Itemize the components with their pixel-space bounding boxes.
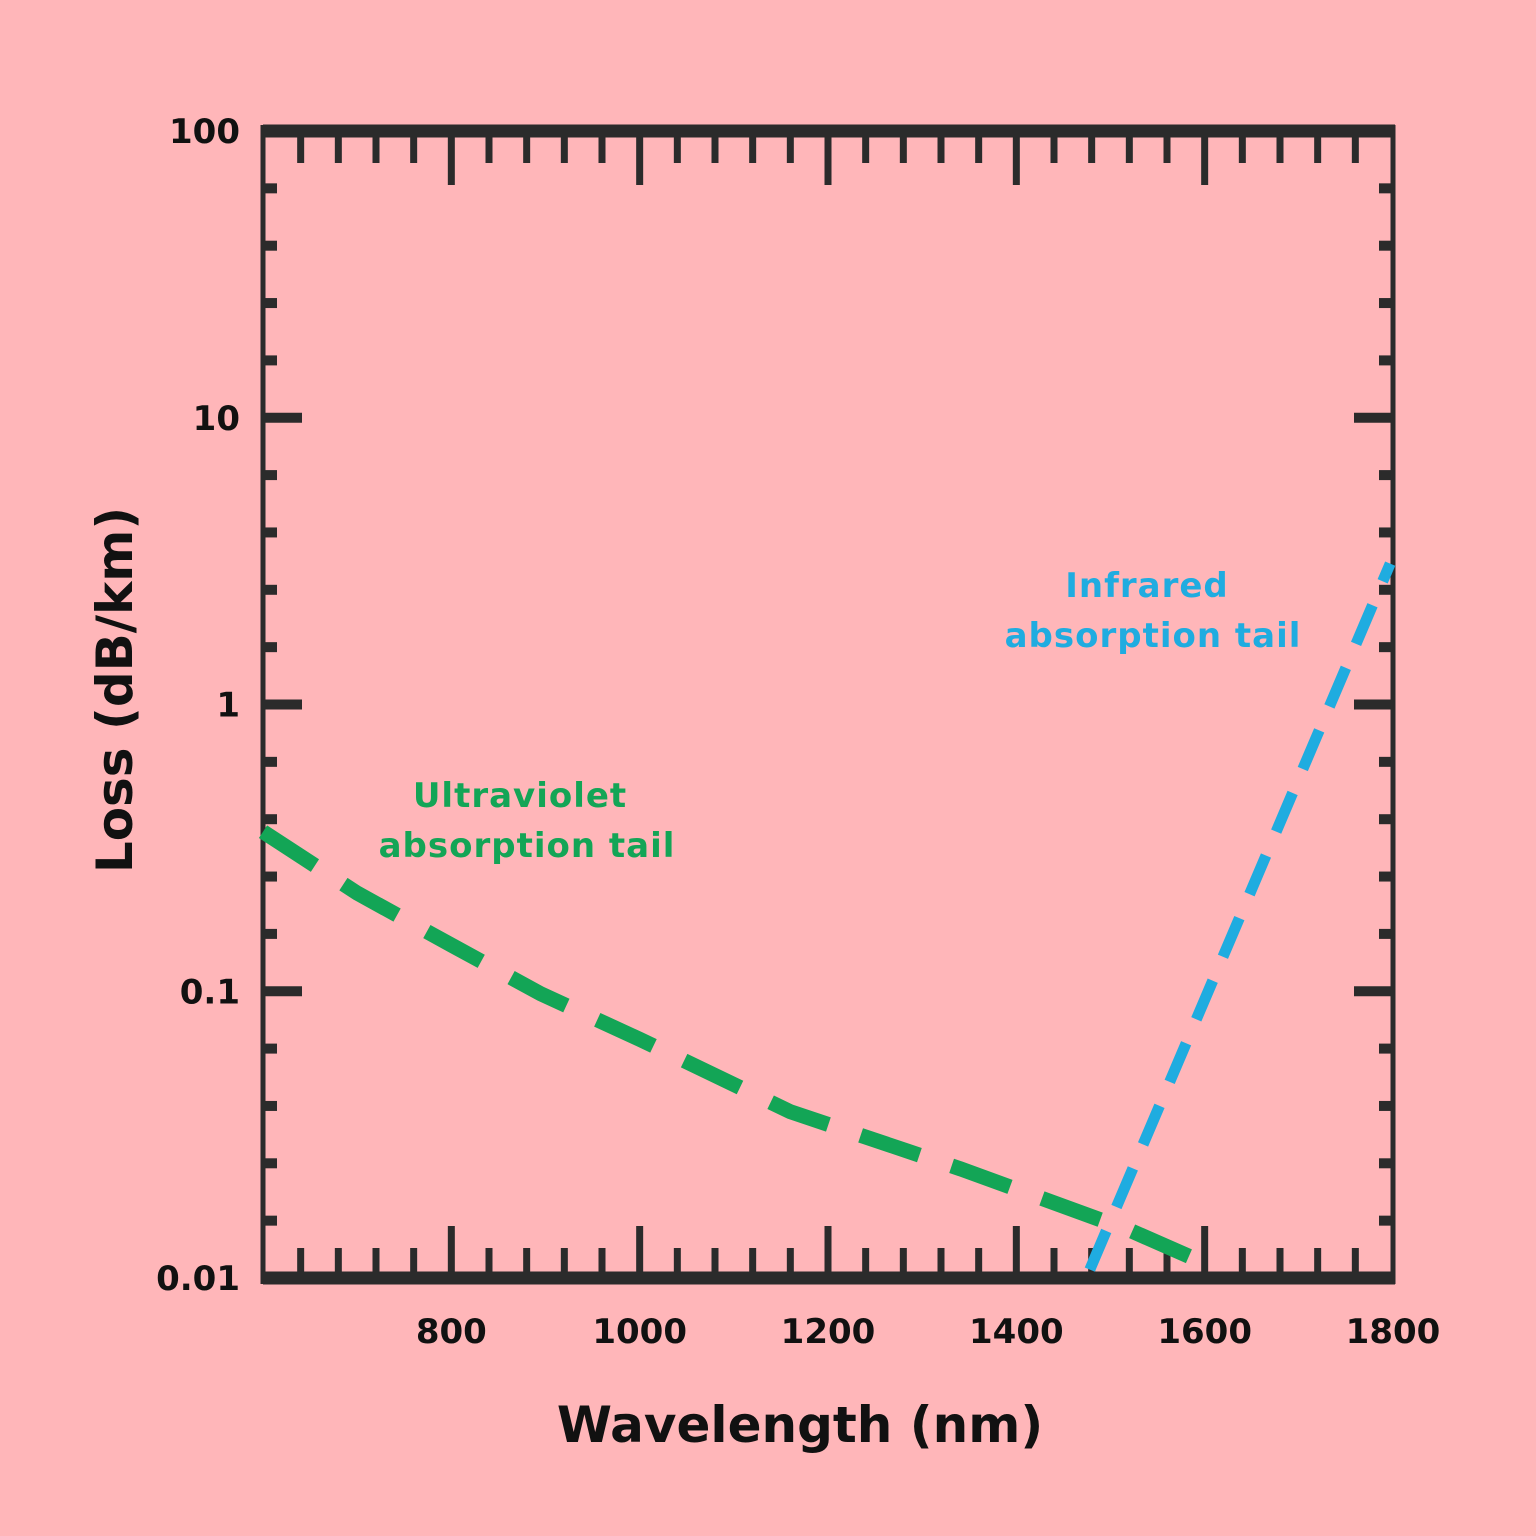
annotation-infrared-line2: absorption tail xyxy=(1005,616,1302,656)
y-tick-label: 1 xyxy=(216,686,240,726)
annotation-ultraviolet-line2: absorption tail xyxy=(379,826,676,866)
x-tick-label: 1200 xyxy=(781,1312,876,1352)
y-tick-label: 0.1 xyxy=(180,972,240,1012)
x-tick-label: 1000 xyxy=(592,1312,687,1352)
x-tick-label: 1600 xyxy=(1157,1312,1252,1352)
x-tick-label: 800 xyxy=(416,1312,487,1352)
infrared-absorption-curve xyxy=(1084,561,1396,1272)
y-axis-title: Loss (dB/km) xyxy=(86,507,144,873)
x-axis-title: Wavelength (nm) xyxy=(557,1396,1043,1454)
y-tick-label: 10 xyxy=(193,399,240,439)
annotation-ultraviolet-line1: Ultraviolet xyxy=(413,776,627,816)
x-tick-label: 1400 xyxy=(969,1312,1064,1352)
annotation-infrared-line1: Infrared xyxy=(1065,566,1229,606)
ultraviolet-absorption-curve xyxy=(258,825,1210,1271)
y-tick-label: 0.01 xyxy=(156,1259,240,1299)
y-tick-label: 100 xyxy=(169,112,240,152)
x-tick-label: 1800 xyxy=(1346,1312,1441,1352)
